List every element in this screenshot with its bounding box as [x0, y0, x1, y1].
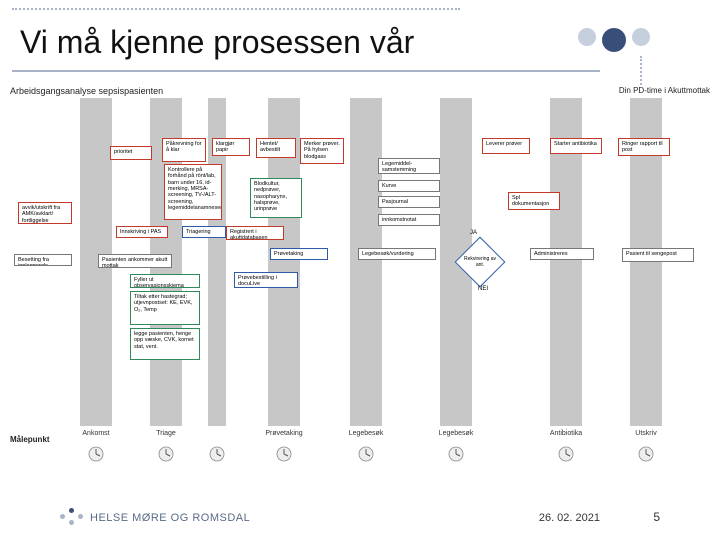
clock-icon [554, 446, 578, 462]
process-card: Fyller ut observasjonsskjema [130, 274, 200, 288]
swimlane [350, 98, 382, 426]
connector-label: NEI [478, 286, 488, 292]
clock-icon [84, 446, 108, 462]
footer-date: 26. 02. 2021 [539, 512, 600, 524]
lane-label: Utskriv [635, 430, 656, 437]
process-card: innkomstnotat [378, 214, 440, 226]
process-card: Prøvebestilling i docuLive [234, 272, 298, 288]
connector-label: JA [470, 230, 477, 236]
process-card: Leverer prøver [482, 138, 530, 154]
clock-icon [272, 446, 296, 462]
clock-icon [205, 446, 229, 462]
clock-icon [444, 446, 468, 462]
slide-title: Vi må kjenne prosessen vår [20, 24, 414, 61]
process-card: Legemiddel-samstemming [378, 158, 440, 174]
process-card: Pasienten ankommer akutt mottak [98, 254, 172, 268]
process-card: Kontrollere på forhånd på rönt/lab, barn… [164, 164, 222, 220]
clock-icon [354, 446, 378, 462]
lane-label: Triage [156, 430, 176, 437]
process-card: Besetting fra innleggende [14, 254, 72, 266]
clock-icon [154, 446, 178, 462]
process-card: Ringer rapport til post [618, 138, 670, 156]
footer: HELSE MØRE OG ROMSDAL 26. 02. 2021 5 [0, 500, 720, 534]
lane-label: Legebesøk [349, 430, 384, 437]
lane-label: Legebesøk [439, 430, 474, 437]
decorative-corner-dots [578, 28, 650, 52]
process-card: Tiltak etter hastegrad; utjevnpostset: K… [130, 291, 200, 325]
process-card: Registrert i akuttdatabasen [226, 226, 284, 240]
diagram-header-left: Arbeidsgangsanalyse sepsispasienten [10, 86, 163, 96]
process-card: Påkrevning for å klar [162, 138, 206, 162]
lane-label: Prøvetaking [265, 430, 302, 437]
process-card: legge pasienten, henge opp væske, CVK, k… [130, 328, 200, 360]
process-card: Starter antibiotika [550, 138, 602, 154]
process-card: Administreres [530, 248, 594, 260]
process-card: Blodkultur, nedprøver, nasopharynx, hals… [250, 178, 302, 218]
logo-icon [60, 508, 84, 526]
process-diagram: Arbeidsgangsanalyse sepsispasienten Din … [10, 86, 710, 462]
process-card: Pasjournal [378, 196, 440, 208]
process-card: Innskriving i PAS [116, 226, 168, 238]
process-card: avvik/utskrift fra AMK/avklart/ fortligg… [18, 202, 72, 224]
page-number: 5 [653, 510, 660, 524]
process-card: klargjør papir [212, 138, 250, 156]
title-underline [12, 70, 600, 72]
diagram-header-right: Din PD-time i Akuttmottak [619, 86, 710, 95]
process-card: Kurve [378, 180, 440, 192]
process-card: Merker prøver. På hylsen blodgass [300, 138, 344, 164]
process-card: Pasient til sengepost [622, 248, 694, 262]
process-card: Legebesøk/vurdering [358, 248, 436, 260]
process-card: Triagering [182, 226, 226, 238]
process-card: Hentet/ avbestilt [256, 138, 296, 158]
process-card: Prøvetaking [270, 248, 328, 260]
org-name: HELSE MØRE OG ROMSDAL [90, 512, 250, 524]
process-card: prioritet [110, 146, 152, 160]
decorative-top-dots [12, 8, 460, 10]
clock-icon [634, 446, 658, 462]
lane-label: Ankomst [82, 430, 109, 437]
lane-label: Antibiotika [550, 430, 582, 437]
process-card: Spl dokumentasjon [508, 192, 560, 210]
